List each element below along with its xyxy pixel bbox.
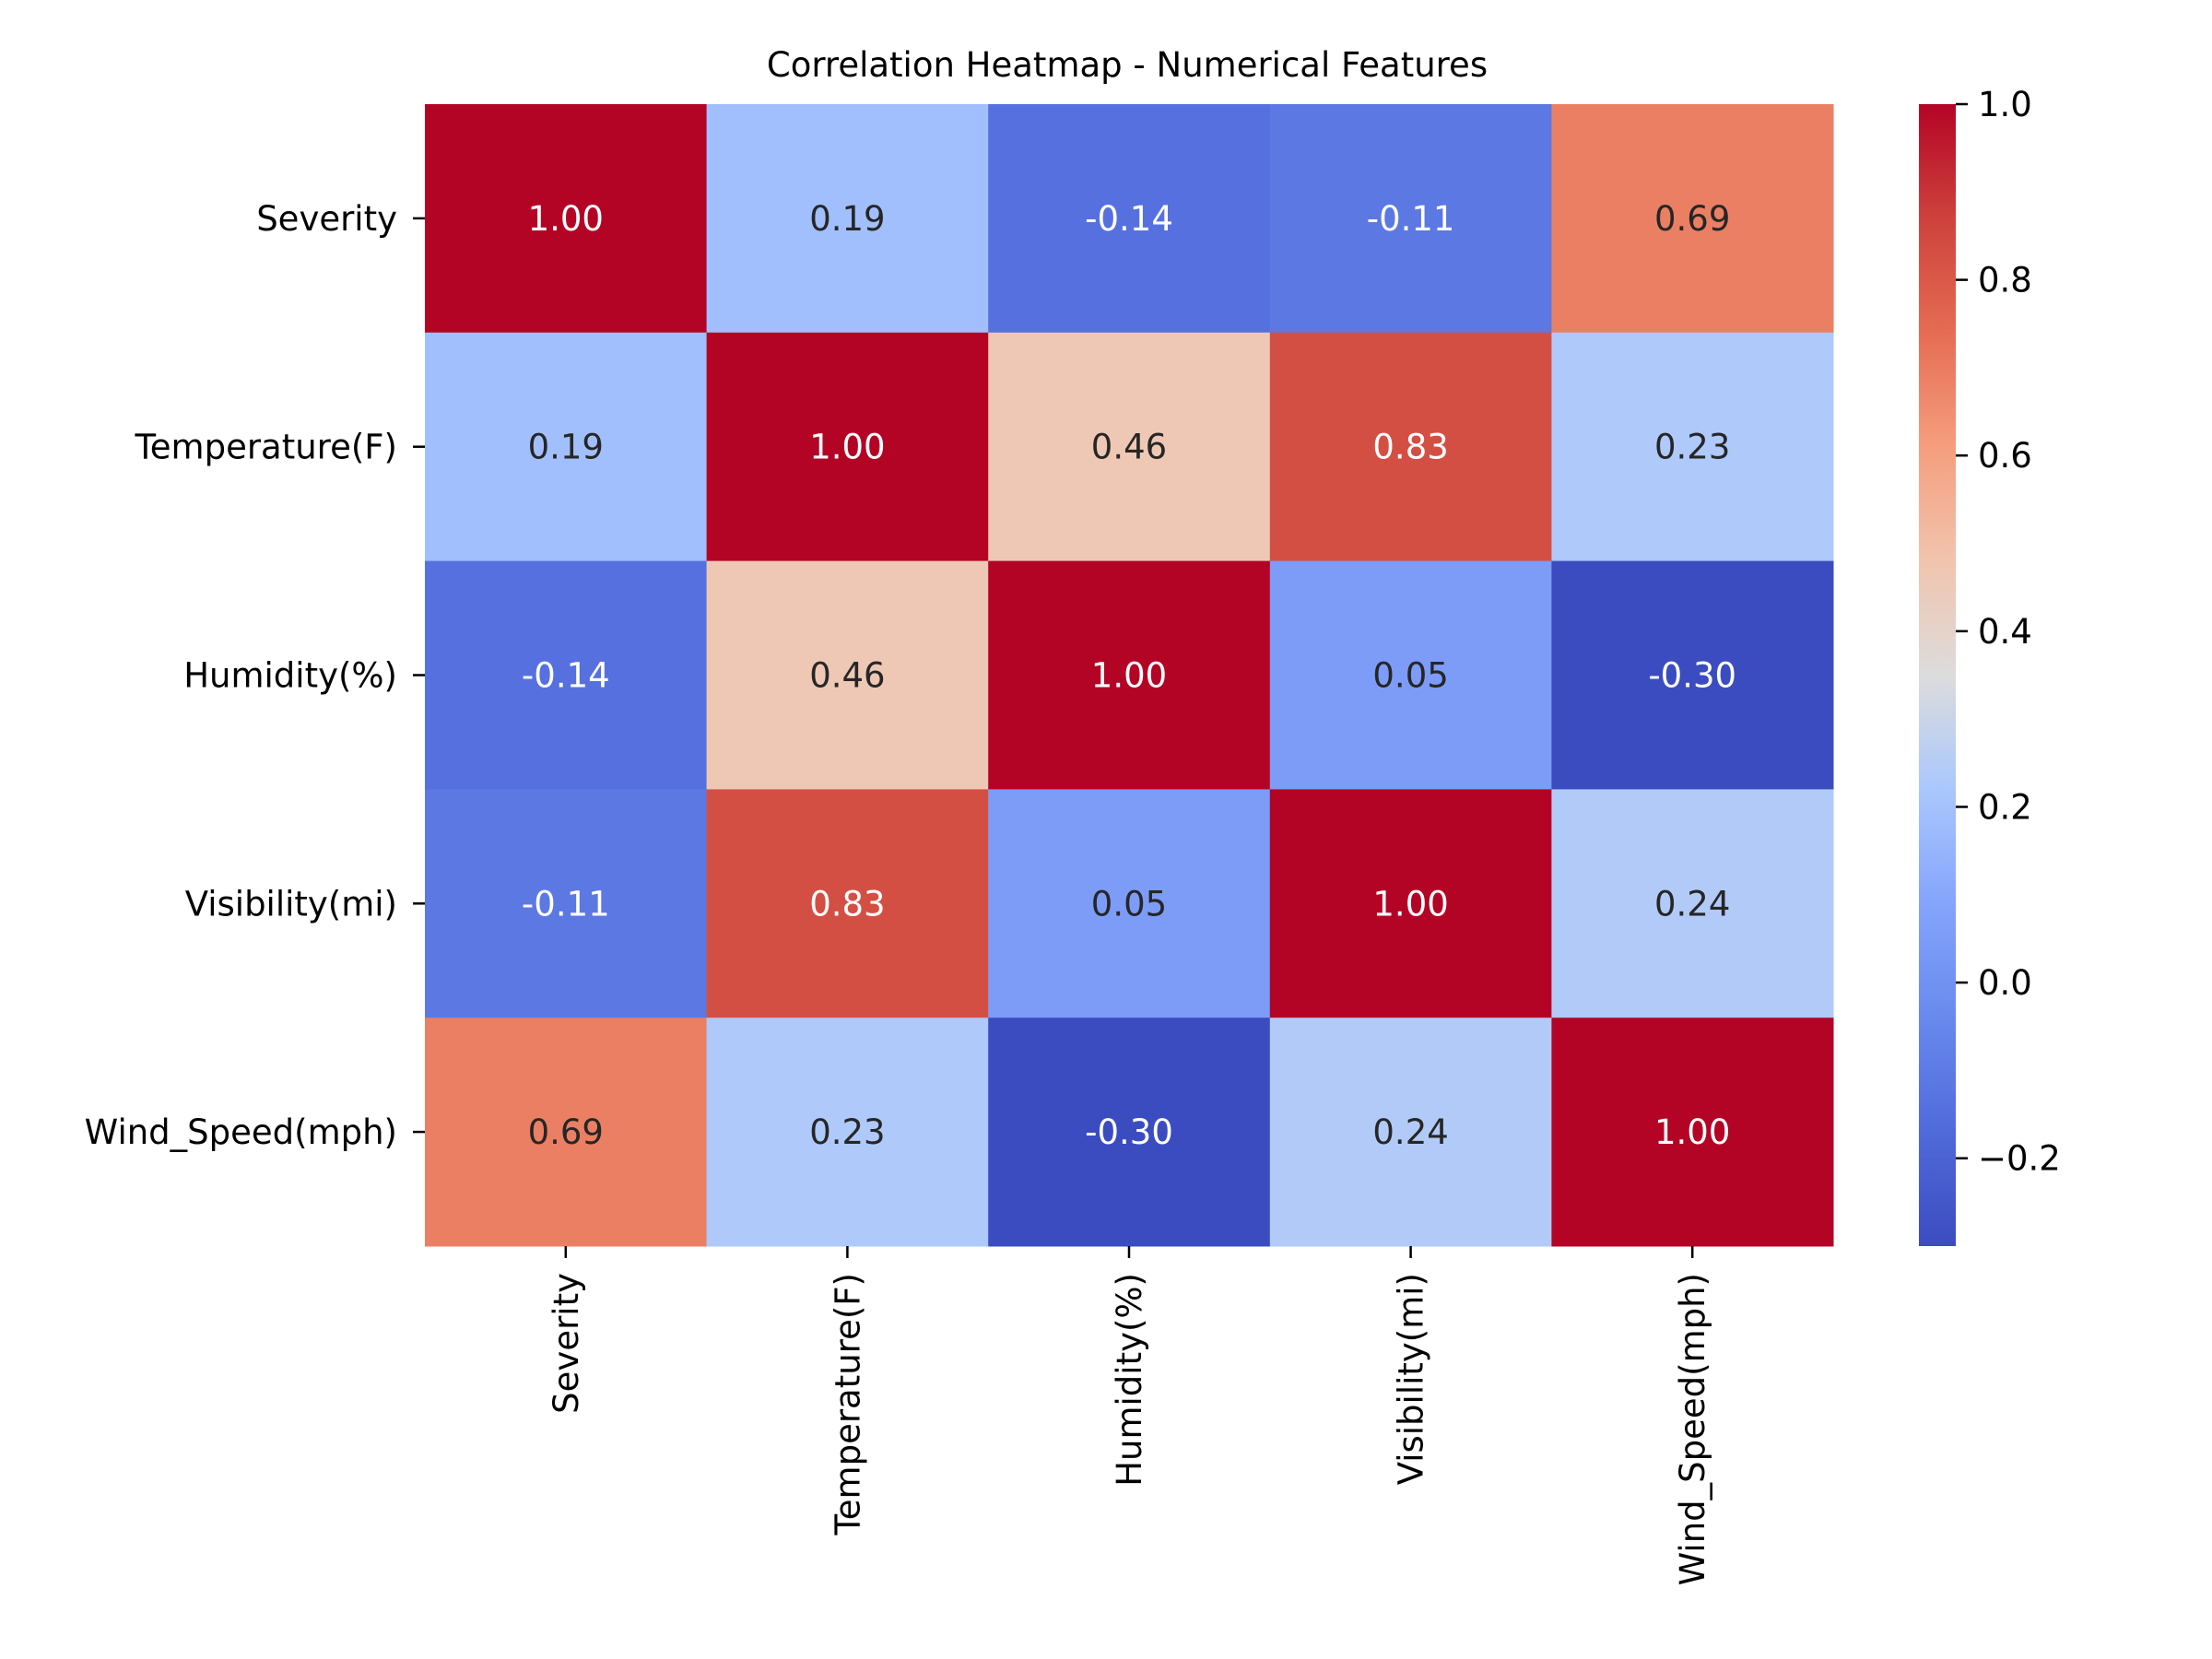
x-axis: Severity Temperature(F) Humidity(%) Visibil…: [547, 1246, 1712, 1585]
heatmap-cell: [1269, 332, 1552, 562]
colorbar-tick-label: 0.4: [1978, 612, 2032, 652]
cell-value-label: -0.30: [1648, 656, 1736, 696]
heatmap-cell: [988, 789, 1271, 1018]
x-tick-label: Temperature(F): [828, 1273, 867, 1536]
cell-value-label: 0.69: [1654, 199, 1730, 239]
x-tick-label: Humidity(%): [1110, 1273, 1149, 1487]
heatmap-cell: [425, 560, 708, 790]
cell-value-label: 1.00: [1654, 1112, 1730, 1152]
colorbar: 1.0 0.8 0.6 0.4 0.2 0.0 −0.2: [1919, 85, 2061, 1246]
chart-title: Correlation Heatmap - Numerical Features: [767, 45, 1488, 85]
cell-value-label: -0.11: [1367, 199, 1455, 239]
cell-value-label: -0.14: [522, 656, 610, 696]
heatmap-cell: [1269, 104, 1552, 334]
cell-value-label: 0.46: [809, 656, 885, 696]
cell-value-label: -0.30: [1085, 1112, 1173, 1152]
x-tick-label: Visibility(mi): [1392, 1273, 1431, 1485]
heatmap-cell: [425, 104, 708, 334]
y-axis: Severity Temperature(F) Humidity(%) Visibil…: [85, 199, 425, 1152]
heatmap-cell: [988, 560, 1271, 790]
heatmap-cell: [1269, 1018, 1552, 1247]
cell-value-label: 1.00: [1091, 656, 1167, 696]
cell-value-label: 0.23: [809, 1112, 885, 1152]
colorbar-tick-label: 0.0: [1978, 963, 2032, 1003]
cell-value-label: 0.46: [1091, 428, 1167, 467]
heatmap-cell: [1551, 560, 1834, 790]
colorbar-tick-label: 0.6: [1978, 436, 2032, 476]
cell-value-label: 0.24: [1372, 1112, 1448, 1152]
heatmap-cell: [988, 104, 1271, 334]
heatmap-cell: [706, 1018, 989, 1247]
cell-value-label: 0.69: [528, 1112, 604, 1152]
heatmap-cell: [706, 104, 989, 334]
colorbar-gradient: [1919, 104, 1956, 1246]
cell-value-label: 0.19: [809, 199, 885, 239]
cell-value-label: -0.11: [522, 884, 610, 924]
cell-value-label: 0.24: [1654, 884, 1730, 924]
heatmap-cell: [1551, 789, 1834, 1018]
cell-value-label: -0.14: [1085, 199, 1173, 239]
colorbar-tick-label: 1.0: [1978, 85, 2032, 124]
heatmap-cell: [425, 789, 708, 1018]
y-tick-label: Temperature(F): [134, 428, 397, 467]
cell-value-label: 1.00: [528, 199, 604, 239]
heatmap-cell: [1269, 789, 1552, 1018]
heatmap-cell: [706, 332, 989, 562]
y-tick-label: Visibility(mi): [185, 884, 397, 924]
heatmap-cell: [425, 1018, 708, 1247]
colorbar-tick-label: −0.2: [1978, 1139, 2061, 1179]
heatmap-cell: [988, 1018, 1271, 1247]
heatmap-cell: [706, 789, 989, 1018]
cell-value-label: 0.05: [1091, 884, 1167, 924]
heatmap-cell: [706, 560, 989, 790]
heatmap-cell: [425, 332, 708, 562]
heatmap-cell: [1551, 332, 1834, 562]
cell-value-label: 1.00: [1372, 884, 1448, 924]
cell-value-label: 0.23: [1654, 428, 1730, 467]
heatmap-cell: [1551, 1018, 1834, 1247]
y-tick-label: Severity: [256, 199, 397, 239]
cell-value-label: 1.00: [809, 428, 885, 467]
cell-value-label: 0.83: [1372, 428, 1448, 467]
cell-value-label: 0.83: [809, 884, 885, 924]
x-tick-label: Wind_Speed(mph): [1673, 1273, 1712, 1585]
heatmap-cell: [988, 332, 1271, 562]
colorbar-tick-label: 0.2: [1978, 787, 2032, 827]
colorbar-tick-label: 0.8: [1978, 261, 2032, 300]
heatmap-cell: [1551, 104, 1834, 334]
y-tick-label: Humidity(%): [183, 656, 397, 696]
cell-value-label: 0.05: [1372, 656, 1448, 696]
heatmap-cell: [1269, 560, 1552, 790]
heatmap-cells: 1.00 0.19 -0.14 -0.11 0.69 0.19 1.00 0.46 0.83 0.…: [425, 104, 1834, 1247]
cell-value-label: 0.19: [528, 428, 604, 467]
y-tick-label: Wind_Speed(mph): [85, 1112, 397, 1152]
x-tick-label: Severity: [547, 1273, 586, 1414]
